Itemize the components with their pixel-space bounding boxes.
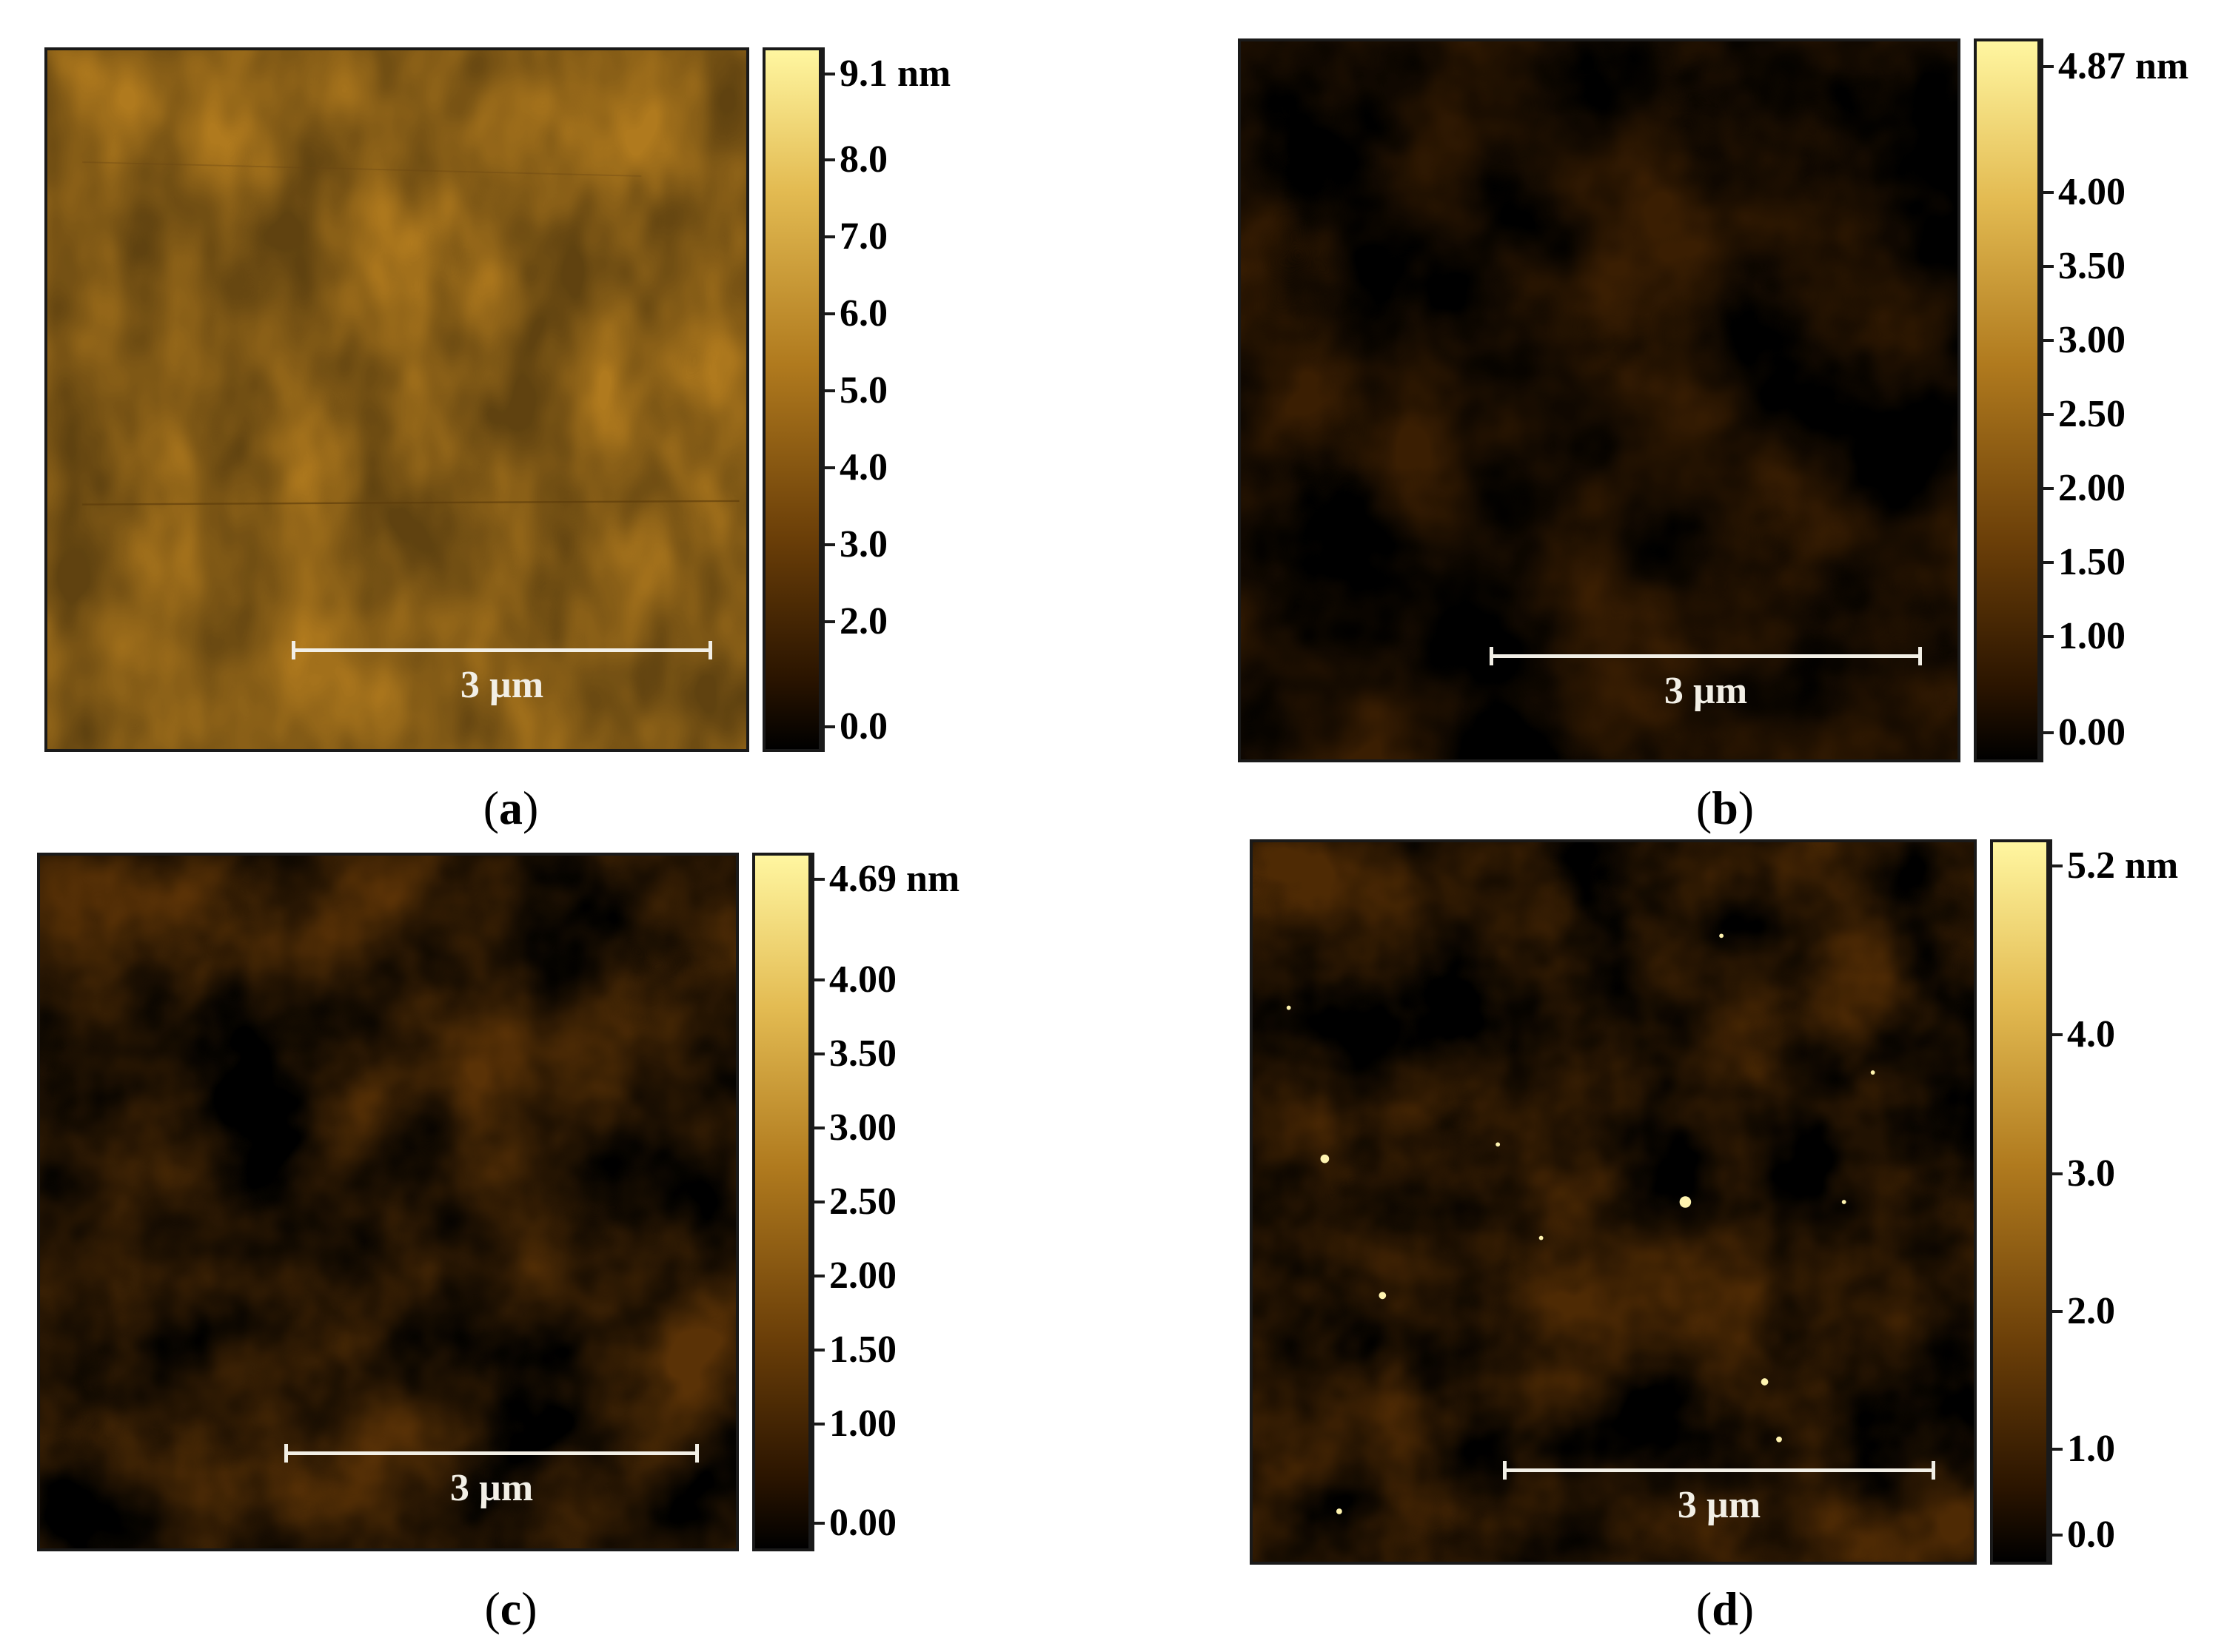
scalebar-line (1490, 654, 1922, 658)
colorbar-label: 0.00 (2058, 711, 2126, 753)
colorbar-label: 1.00 (829, 1403, 897, 1445)
colorbar-label: 1.0 (2067, 1428, 2115, 1470)
colorbar-label: 8.0 (840, 138, 888, 181)
colorbar-label: 7.0 (840, 215, 888, 258)
afm-image-b: 3 µm (1238, 38, 1960, 762)
colorbar-label: 2.0 (840, 600, 888, 642)
scalebar-label: 3 µm (460, 664, 544, 706)
panel-caption-d: (d) (1695, 1582, 1755, 1635)
colorbar-label: 9.1 nm (840, 53, 951, 95)
colorbar-label: 6.0 (840, 292, 888, 335)
scalebar-label: 3 µm (1677, 1484, 1761, 1526)
colorbar-label: 3.00 (829, 1107, 897, 1149)
colorbar-label: 4.87 nm (2058, 45, 2189, 87)
colorbar-label: 3.0 (2067, 1152, 2115, 1195)
colorbar-a (763, 47, 822, 752)
scalebar-line (284, 1451, 699, 1455)
afm-image-c: 3 µm (37, 853, 739, 1551)
scalebar-line (292, 648, 712, 652)
colorbar-label: 4.0 (2067, 1013, 2115, 1055)
colorbar-c (752, 853, 811, 1551)
colorbar-label: 4.00 (829, 958, 897, 1001)
colorbar-label: 4.0 (840, 446, 888, 488)
colorbar-label: 1.50 (2058, 541, 2126, 583)
colorbar-label: 2.0 (2067, 1290, 2115, 1332)
colorbar-label: 4.69 nm (829, 858, 960, 900)
colorbar-label: 3.50 (2058, 245, 2126, 287)
colorbar-label: 1.00 (2058, 615, 2126, 657)
afm-panel-a: 3 µm 9.1 nm 8.0 7.0 6.0 5.0 4.0 3.0 2.0 … (0, 0, 1111, 832)
colorbar-label: 2.50 (829, 1181, 897, 1223)
colorbar-label: 2.00 (2058, 467, 2126, 509)
colorbar-label: 2.50 (2058, 393, 2126, 435)
colorbar-label: 4.00 (2058, 171, 2126, 213)
colorbar-d (1990, 839, 2049, 1565)
afm-image-d: 3 µm (1250, 839, 1977, 1565)
scalebar-line (1503, 1468, 1935, 1472)
colorbar-label: 5.0 (840, 369, 888, 412)
colorbar-label: 1.50 (829, 1329, 897, 1371)
colorbar-b (1974, 38, 2040, 762)
panel-caption-c: (c) (484, 1582, 537, 1635)
colorbar-label: 3.00 (2058, 319, 2126, 361)
colorbar-label: 0.0 (840, 705, 888, 748)
afm-image-a: 3 µm (44, 47, 749, 752)
panel-caption-a: (a) (483, 782, 539, 834)
scalebar-label: 3 µm (1664, 670, 1748, 712)
colorbar-label: 3.50 (829, 1032, 897, 1075)
colorbar-label: 3.0 (840, 523, 888, 565)
colorbar-label: 5.2 nm (2067, 845, 2179, 887)
panel-caption-b: (b) (1695, 782, 1755, 834)
scalebar-label: 3 µm (449, 1467, 534, 1509)
colorbar-label: 2.00 (829, 1255, 897, 1297)
colorbar-label: 0.00 (829, 1502, 897, 1544)
afm-panel-c: 3 µm 4.69 nm 4.00 3.50 3.00 2.50 2.00 1.… (0, 0, 1111, 1652)
afm-panel-b: 3 µm 4.87 nm 4.00 3.50 3.00 2.50 2.00 1.… (1238, 38, 2189, 832)
colorbar-label: 0.0 (2067, 1514, 2115, 1556)
